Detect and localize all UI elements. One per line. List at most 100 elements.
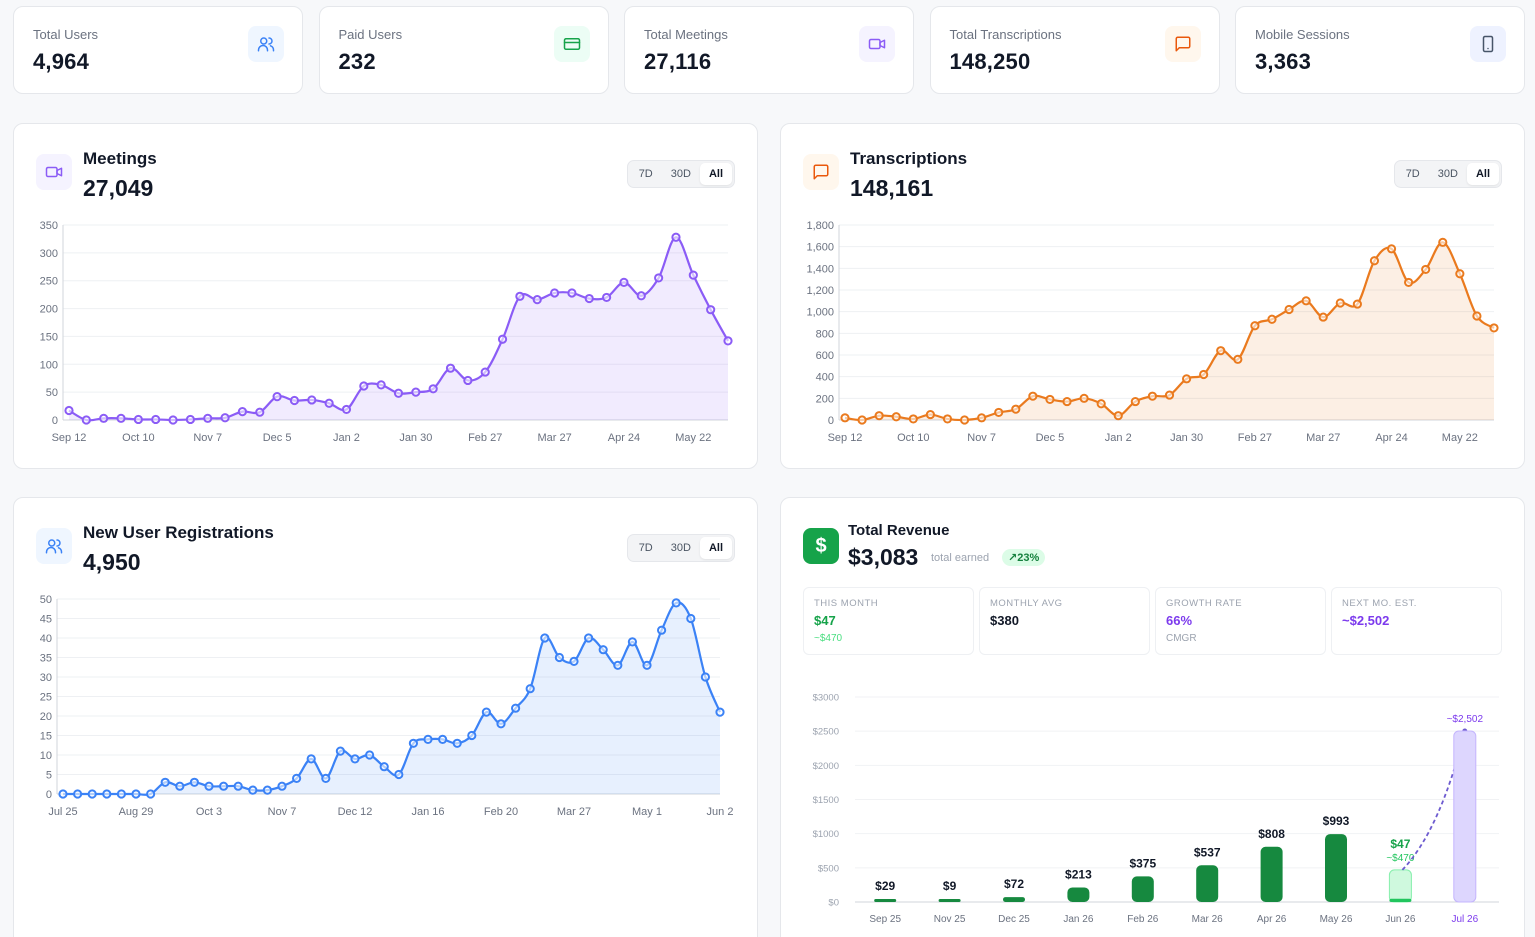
data-point [700,672,711,682]
x-tick-label: Jan 16 [411,806,444,818]
range-30d-button[interactable]: 30D [1437,168,1458,180]
y-tick-label: 30 [40,672,52,684]
data-point [233,781,243,791]
revenue-bar [1131,876,1154,902]
x-tick-label: Sep 25 [869,914,901,925]
projected-value-label: ~$470 [1386,853,1415,864]
data-point [277,781,287,791]
data-point [671,598,681,608]
data-point [627,637,638,647]
bar-value-label: $808 [1258,827,1285,841]
range-7d-button[interactable]: 7D [638,542,653,554]
series-line [63,601,722,796]
data-point [1369,256,1380,266]
data-point [219,781,229,791]
data-point [1147,391,1158,401]
x-tick-label: Jan 2 [333,432,360,444]
revenue-bar [1003,897,1025,902]
revenue-bar [874,899,897,902]
message-icon [1164,26,1201,62]
data-point [636,291,646,301]
revenue-subtitle: total earned [931,552,990,564]
stat-card-total-meetings: Total Meetings 27,116 [624,6,914,94]
data-point [272,392,282,402]
bar-value-label: $72 [1004,877,1024,891]
data-point [394,769,404,780]
data-point [321,773,331,783]
data-point [1164,390,1175,400]
data-point [481,707,491,717]
y-tick-label: $0 [828,898,839,909]
x-tick-label: Feb 27 [1238,432,1272,444]
y-tick-label: 400 [816,372,834,384]
range-all-button[interactable]: All [1466,163,1499,185]
data-point [1421,264,1431,275]
y-tick-label: 50 [46,387,58,399]
meetings-range-toggle: 7D 30D All [626,160,735,188]
x-tick-label: Feb 26 [1127,914,1159,925]
projected-bar [1388,869,1412,903]
x-tick-label: Jan 30 [1170,432,1203,444]
revenue-bar [1260,846,1283,902]
data-point [1028,391,1038,401]
data-point [925,409,935,420]
range-30d-button[interactable]: 30D [670,168,691,180]
range-7d-button[interactable]: 7D [638,168,653,180]
y-tick-label: 1,800 [806,220,834,232]
x-tick-label: May 1 [632,806,662,818]
data-point [671,232,681,242]
y-tick-label: $1500 [813,795,839,806]
y-tick-label: 350 [40,220,58,232]
registrations-panel: New User Registrations 4,950 7D 30D All 0 5… [13,497,758,937]
data-point [428,384,438,394]
series-line [844,241,1495,422]
y-tick-label: 5 [46,770,52,782]
data-point [175,781,185,791]
data-point [598,645,608,655]
data-point [203,413,213,423]
x-tick-label: May 26 [1320,914,1353,925]
registrations-title: New User Registrations [83,523,274,542]
x-tick-label: Nov 7 [967,432,996,444]
y-tick-label: 1,600 [806,242,834,254]
x-tick-label: Nov 25 [934,914,966,925]
metric-label: GROWTH RATE [1166,598,1243,609]
y-tick-label: 0 [828,415,834,427]
users-icon [36,528,72,564]
range-7d-button[interactable]: 7D [1405,168,1420,180]
bar-value-label: $993 [1323,814,1350,828]
data-point [146,789,156,799]
transcriptions-range-toggle: 7D 30D All [1393,160,1502,188]
stat-card-total-transcriptions: Total Transcriptions 148,250 [929,6,1220,94]
stat-value: 148,250 [949,49,1031,74]
range-30d-button[interactable]: 30D [670,542,691,554]
current-bar [1389,898,1412,902]
data-point [467,730,477,741]
data-point [1250,321,1260,331]
y-tick-label: 100 [40,359,58,371]
y-tick-label: 45 [40,614,52,626]
data-point [1181,374,1192,384]
x-tick-label: Mar 27 [1306,432,1340,444]
x-tick-label: Feb 27 [468,432,502,444]
data-point [1318,312,1328,322]
data-point [1352,299,1362,309]
data-point [1233,354,1243,364]
data-point [116,789,127,799]
revenue-title: Total Revenue [848,522,950,539]
credit-card-icon [553,26,590,62]
x-tick-label: Jul 25 [48,806,77,818]
range-all-button[interactable]: All [699,537,732,559]
data-point [1284,304,1294,315]
x-tick-label: Jun 26 [1385,914,1415,925]
data-point [1455,269,1465,279]
stat-card-total-users: Total Users 4,964 [13,6,303,94]
y-tick-label: 15 [40,731,52,743]
stat-value: 4,964 [33,49,90,74]
stat-label: Total Transcriptions [949,27,1062,42]
range-all-button[interactable]: All [699,163,732,185]
x-tick-label: Mar 26 [1192,914,1224,925]
data-point [908,414,918,424]
data-point [549,288,560,298]
y-tick-label: 150 [40,331,58,343]
